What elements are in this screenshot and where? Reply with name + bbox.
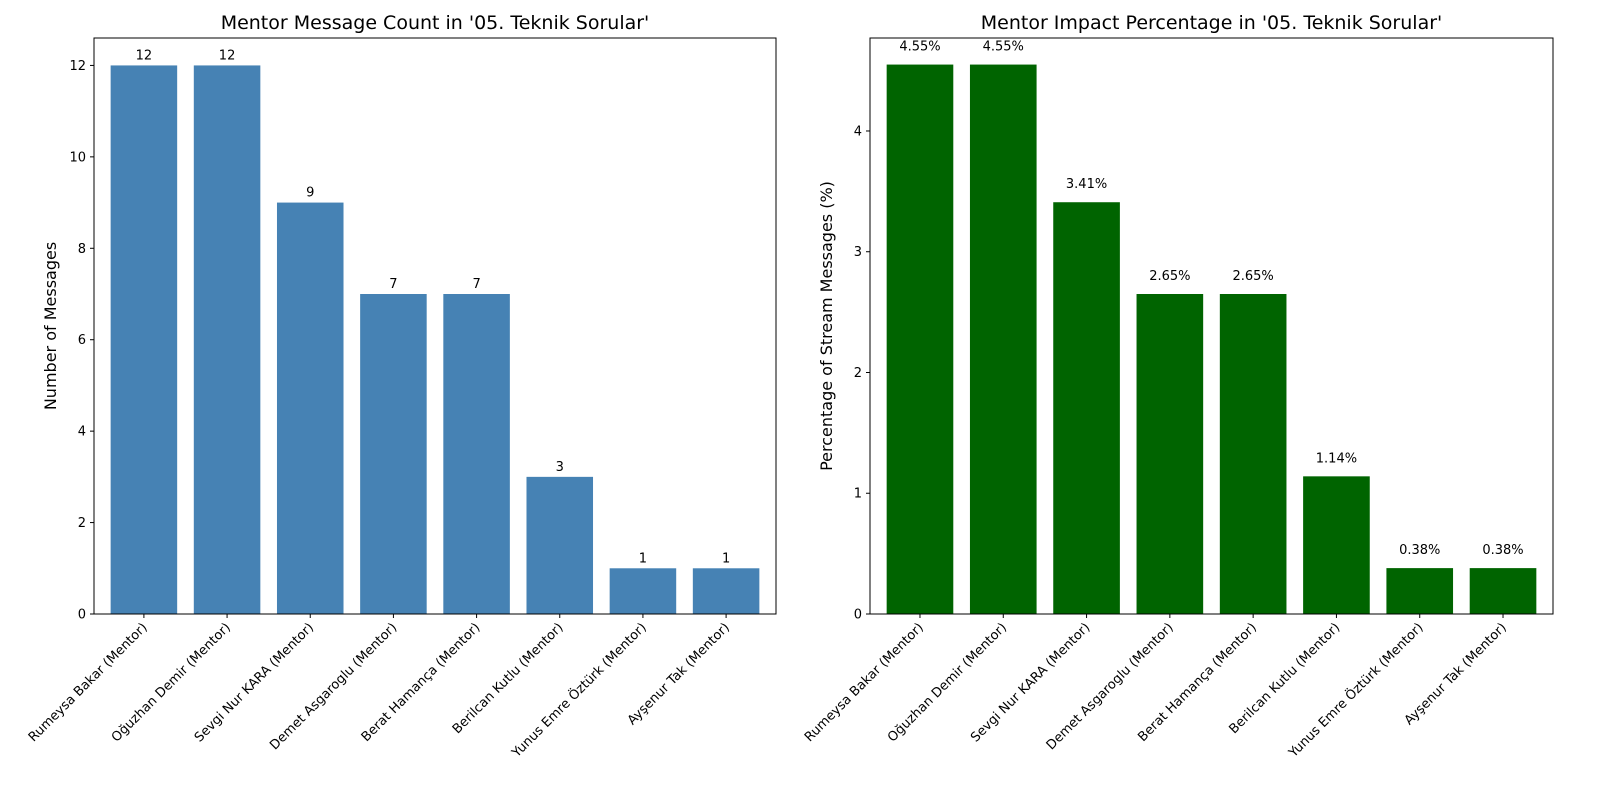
data-label: 2.65% (1149, 269, 1190, 284)
data-label: 12 (219, 48, 236, 63)
data-label: 1 (639, 551, 647, 566)
x-axis-category-labels: Rumeysa Bakar (Mentor)Oğuzhan Demir (Men… (802, 614, 1510, 761)
bars (886, 64, 1537, 614)
bar (1386, 568, 1454, 614)
bar (193, 65, 261, 614)
data-labels: 4.55% 4.55% 3.41% 2.65% 2.65% 1.14% 0.38% 0.38% (899, 40, 1523, 559)
y-axis-label: Percentage of Stream Messages (%) (817, 181, 836, 471)
data-label: 7 (389, 277, 397, 292)
bar (609, 568, 677, 614)
y-tick-label: 1 (854, 487, 862, 502)
axes-frame (869, 37, 1554, 615)
impact-percentage-chart: Mentor Impact Percentage in '05. Teknik … (802, 12, 1554, 761)
y-tick-label: 2 (78, 516, 86, 531)
bar (886, 64, 954, 614)
bar (969, 64, 1037, 614)
bars (110, 65, 760, 615)
bar (1136, 294, 1204, 614)
x-tick-label: Yunus Emre Öztürk (Mentor) (1284, 619, 1427, 762)
axes-frame (93, 37, 777, 615)
data-label: 1 (722, 551, 730, 566)
message-count-chart: Mentor Message Count in '05. Teknik Soru… (26, 12, 777, 761)
data-label: 4.55% (899, 40, 940, 55)
y-tick-label: 8 (78, 242, 86, 257)
bar (1219, 294, 1287, 614)
y-tick-label: 6 (78, 333, 86, 348)
y-tick-label: 12 (69, 59, 86, 74)
y-axis-label: Number of Messages (41, 242, 60, 410)
y-axis-ticks: 0 2 4 6 8 10 12 (69, 59, 94, 623)
bar (443, 294, 510, 614)
data-label: 12 (136, 48, 153, 63)
data-label: 1.14% (1316, 451, 1357, 466)
bar (692, 568, 760, 614)
data-label: 3 (556, 460, 564, 475)
data-label: 4.55% (983, 40, 1024, 55)
data-label: 9 (306, 186, 314, 201)
y-tick-label: 10 (69, 150, 86, 165)
data-label: 2.65% (1232, 269, 1273, 284)
bar (360, 294, 427, 614)
bar (526, 476, 594, 614)
chart-title: Mentor Message Count in '05. Teknik Soru… (221, 12, 650, 34)
x-tick-label: Yunus Emre Öztürk (Mentor) (507, 619, 650, 762)
y-tick-label: 0 (78, 608, 86, 623)
data-label: 0.38% (1482, 543, 1523, 558)
data-label: 0.38% (1399, 543, 1440, 558)
y-tick-label: 3 (854, 245, 862, 260)
bar (1303, 476, 1370, 614)
bar (1469, 568, 1537, 614)
bar (110, 65, 178, 614)
data-labels: 12 12 9 7 7 3 1 1 (136, 48, 731, 566)
y-tick-label: 0 (854, 608, 862, 623)
bar (1053, 202, 1120, 614)
bar (276, 202, 344, 615)
y-axis-ticks: 0 1 2 3 4 (854, 124, 870, 623)
y-tick-label: 2 (854, 366, 862, 381)
x-axis-category-labels: Rumeysa Bakar (Mentor)Oğuzhan Demir (Men… (26, 614, 733, 761)
data-label: 7 (472, 277, 480, 292)
y-tick-label: 4 (854, 124, 862, 139)
chart-title: Mentor Impact Percentage in '05. Teknik … (981, 12, 1443, 34)
data-label: 3.41% (1066, 177, 1107, 192)
y-tick-label: 4 (78, 425, 86, 440)
